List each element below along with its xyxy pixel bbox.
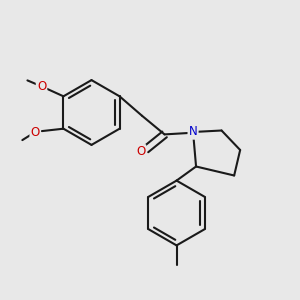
Text: N: N: [189, 125, 197, 139]
Text: O: O: [136, 145, 145, 158]
Text: O: O: [37, 80, 46, 93]
Text: O: O: [31, 125, 40, 139]
